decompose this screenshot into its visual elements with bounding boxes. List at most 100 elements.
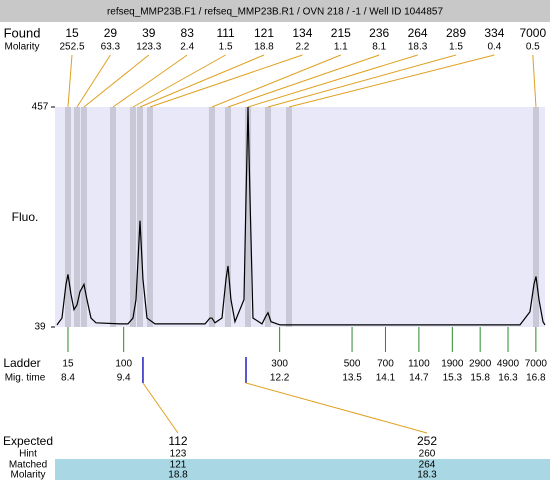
expected-size: 252 — [417, 434, 437, 448]
ladder-size: 1900 — [441, 359, 464, 370]
ladder-size: 15 — [62, 359, 74, 370]
found-molarity-label: Molarity — [4, 42, 39, 53]
connector — [532, 54, 537, 108]
y-tick-label: 457 — [32, 102, 49, 113]
found-size: 39 — [142, 26, 156, 40]
connector — [227, 54, 380, 108]
expected-matched: 264 — [419, 460, 436, 471]
ladder-time: 15.8 — [470, 373, 490, 384]
expected-size: 112 — [168, 434, 187, 448]
expected-molarity-label: Molarity — [10, 470, 45, 480]
expected-label: Expected — [3, 434, 53, 448]
y-tick-label: 39 — [34, 322, 46, 333]
found-molarity: 2.2 — [295, 42, 309, 53]
found-molarity: 63.3 — [101, 42, 121, 53]
found-size: 334 — [484, 26, 504, 40]
expected-connector — [245, 382, 428, 434]
found-size: 236 — [369, 26, 389, 40]
ladder-size: 7000 — [525, 359, 548, 370]
found-size: 134 — [292, 26, 312, 40]
peak-band — [74, 107, 81, 327]
peak-band — [285, 107, 292, 327]
found-molarity: 18.3 — [408, 42, 428, 53]
found-size: 215 — [331, 26, 351, 40]
ladder-time: 8.4 — [61, 373, 75, 384]
ladder-time: 14.7 — [409, 373, 429, 384]
found-molarity: 18.8 — [254, 42, 274, 53]
title: refseq_MMP23B.F1 / refseq_MMP23B.R1 / OV… — [107, 7, 444, 18]
ladder-time: 15.3 — [443, 373, 463, 384]
found-molarity: 252.5 — [59, 42, 84, 53]
ladder-time: 16.8 — [526, 373, 546, 384]
found-molarity: 0.4 — [487, 42, 501, 53]
expected-hint: 260 — [419, 449, 436, 460]
found-size: 15 — [65, 26, 79, 40]
expected-molarity: 18.8 — [168, 470, 188, 480]
peak-band — [245, 107, 252, 327]
connector — [211, 54, 341, 108]
found-molarity: 1.1 — [334, 42, 348, 53]
connector — [139, 54, 265, 108]
matched-label: Matched — [9, 460, 47, 471]
ladder-time: 13.5 — [342, 373, 362, 384]
peak-band — [146, 107, 153, 327]
ladder-time-label: Mig. time — [5, 373, 46, 384]
expected-molarity: 18.3 — [417, 470, 437, 480]
connector — [83, 54, 150, 108]
ladder-size: 300 — [271, 359, 288, 370]
plot-area — [55, 107, 545, 327]
found-size: 83 — [181, 26, 195, 40]
hint-label: Hint — [19, 449, 37, 460]
found-size: 289 — [446, 26, 466, 40]
peak-band — [208, 107, 215, 327]
peak-band — [109, 107, 116, 327]
connector — [267, 54, 457, 108]
ladder-size: 2900 — [469, 359, 492, 370]
peak-band — [129, 107, 136, 327]
found-molarity: 1.5 — [449, 42, 463, 53]
ladder-size: 500 — [344, 359, 361, 370]
ladder-label: Ladder — [3, 356, 40, 370]
found-size: 111 — [216, 26, 235, 40]
connector — [76, 54, 111, 108]
connector — [67, 54, 73, 108]
connector — [247, 54, 418, 108]
molarity-row — [55, 470, 550, 480]
y-axis-label: Fluo. — [12, 210, 39, 224]
expected-connector — [142, 382, 179, 434]
expected-matched: 121 — [170, 460, 187, 471]
found-molarity: 0.5 — [526, 42, 540, 53]
trace — [56, 106, 546, 326]
peak-band — [80, 107, 87, 327]
found-label: Found — [4, 25, 41, 40]
found-size: 121 — [254, 26, 274, 40]
peak-band — [225, 107, 232, 327]
peak-band — [136, 107, 143, 327]
found-molarity: 8.1 — [372, 42, 386, 53]
ladder-time: 16.3 — [498, 373, 518, 384]
found-molarity: 1.5 — [219, 42, 233, 53]
matched-row — [55, 459, 550, 470]
connector — [112, 54, 188, 108]
ladder-time: 14.1 — [376, 373, 396, 384]
ladder-size: 4900 — [497, 359, 520, 370]
found-size: 7000 — [519, 26, 546, 40]
title-bar — [0, 0, 550, 22]
ladder-time: 12.2 — [270, 373, 290, 384]
ladder-time: 9.4 — [117, 373, 131, 384]
found-molarity: 123.3 — [136, 42, 161, 53]
found-molarity: 2.4 — [180, 42, 194, 53]
connector — [149, 54, 303, 108]
found-size: 264 — [408, 26, 428, 40]
ladder-size: 1100 — [408, 359, 430, 370]
connector — [288, 54, 495, 108]
peak-band — [64, 107, 71, 327]
peak-band — [264, 107, 271, 327]
expected-hint: 123 — [170, 449, 187, 460]
peak-band — [532, 107, 539, 327]
ladder-size: 100 — [115, 359, 132, 370]
found-size: 29 — [104, 26, 118, 40]
connector — [132, 54, 226, 108]
ladder-size: 700 — [377, 359, 394, 370]
